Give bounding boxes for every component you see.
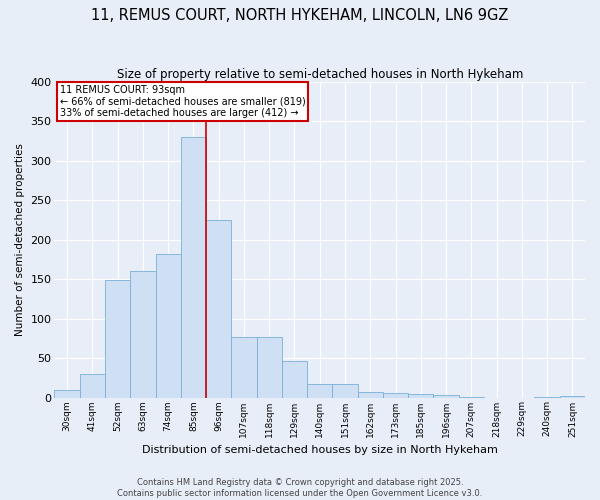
Bar [55,390,80,398]
Bar [408,394,433,398]
Y-axis label: Number of semi-detached properties: Number of semi-detached properties [15,143,25,336]
Bar [282,361,307,398]
Bar [257,336,282,398]
Bar [560,396,585,398]
Bar [130,271,155,398]
Bar [383,393,408,398]
Bar [181,137,206,398]
Bar [358,392,383,398]
Text: 11, REMUS COURT, NORTH HYKEHAM, LINCOLN, LN6 9GZ: 11, REMUS COURT, NORTH HYKEHAM, LINCOLN,… [91,8,509,22]
Bar [535,396,560,398]
Bar [105,280,130,398]
Text: 11 REMUS COURT: 93sqm
← 66% of semi-detached houses are smaller (819)
33% of sem: 11 REMUS COURT: 93sqm ← 66% of semi-deta… [60,85,305,118]
X-axis label: Distribution of semi-detached houses by size in North Hykeham: Distribution of semi-detached houses by … [142,445,497,455]
Bar [155,254,181,398]
Bar [206,220,232,398]
Text: Contains HM Land Registry data © Crown copyright and database right 2025.
Contai: Contains HM Land Registry data © Crown c… [118,478,482,498]
Bar [332,384,358,398]
Bar [232,336,257,398]
Bar [433,395,458,398]
Bar [307,384,332,398]
Title: Size of property relative to semi-detached houses in North Hykeham: Size of property relative to semi-detach… [116,68,523,80]
Bar [80,374,105,398]
Bar [458,396,484,398]
